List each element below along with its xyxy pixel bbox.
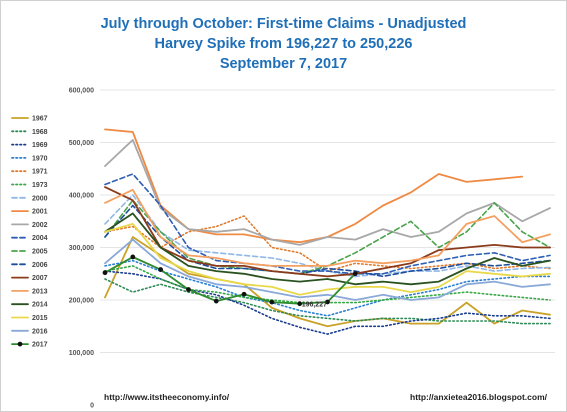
y-tick-label: 600,000: [69, 88, 94, 95]
series-line-1970: [104, 259, 551, 317]
series-line-2015: [104, 223, 551, 296]
y-tick-label: 0: [90, 403, 94, 410]
legend-label-2002: 2002: [32, 222, 48, 229]
y-tick-label: 300,000: [69, 245, 94, 252]
legend-label-2006: 2006: [32, 262, 48, 269]
series-line-2002: [104, 139, 551, 246]
annotation-label: 196,227: [302, 302, 327, 309]
series-point-2017: [325, 299, 330, 305]
series-line-1967: [104, 236, 551, 328]
legend-label-2005: 2005: [32, 249, 48, 256]
chart-subtitle-2: September 7, 2017: [219, 56, 348, 72]
series-point-2017: [241, 291, 247, 297]
series-line-2013: [104, 188, 551, 267]
legend-marker-2017: [17, 341, 23, 347]
series-line-2004: [104, 173, 551, 275]
series-point-2017: [130, 254, 136, 260]
legend-label-2004: 2004: [32, 235, 48, 242]
series-point-2017: [269, 299, 275, 305]
legend-label-2001: 2001: [32, 209, 48, 216]
series-line-2017: [104, 256, 357, 305]
series-point-2017: [158, 267, 164, 272]
legend-label-1968: 1968: [32, 129, 48, 136]
series-point-2017: [102, 270, 108, 276]
footer-right-url[interactable]: http://anxietea2016.blogspot.com/: [410, 392, 547, 402]
legend-label-2013: 2013: [32, 288, 48, 295]
series-line-1968: [104, 278, 551, 325]
series-line-2016: [104, 238, 551, 301]
series-point-2017: [213, 298, 219, 304]
y-tick-label: 400,000: [69, 193, 94, 200]
y-tick-label: 100,000: [69, 350, 94, 357]
legend-label-2016: 2016: [32, 328, 48, 335]
legend-label-1969: 1969: [32, 142, 48, 149]
series-line-2014: [104, 212, 551, 286]
chart-title: July through October: First-time Claims …: [100, 16, 467, 32]
legend-label-2007: 2007: [32, 275, 48, 282]
legend-label-1967: 1967: [32, 116, 48, 123]
y-tick-label: 500,000: [69, 140, 94, 147]
series-point-2017: [186, 287, 191, 292]
chart-subtitle-1: Harvey Spike from 196,227 to 250,226: [154, 36, 413, 52]
series-line-2001: [104, 128, 524, 244]
legend-label-2015: 2015: [32, 315, 48, 322]
legend-label-2017: 2017: [32, 342, 48, 349]
series-point-2017: [297, 301, 303, 307]
legend-label-1971: 1971: [32, 169, 48, 176]
legend-label-2014: 2014: [32, 302, 48, 309]
series-line-2007: [104, 186, 551, 278]
footer-left-url[interactable]: http://www.itstheeconomy.info/: [104, 392, 230, 402]
series-point-2017: [352, 271, 358, 277]
y-tick-label: 200,000: [69, 298, 94, 305]
series-line-1969: [104, 270, 551, 335]
legend-label-1973: 1973: [32, 182, 48, 189]
legend-label-1970: 1970: [32, 155, 48, 162]
legend-label-2000: 2000: [32, 195, 48, 202]
